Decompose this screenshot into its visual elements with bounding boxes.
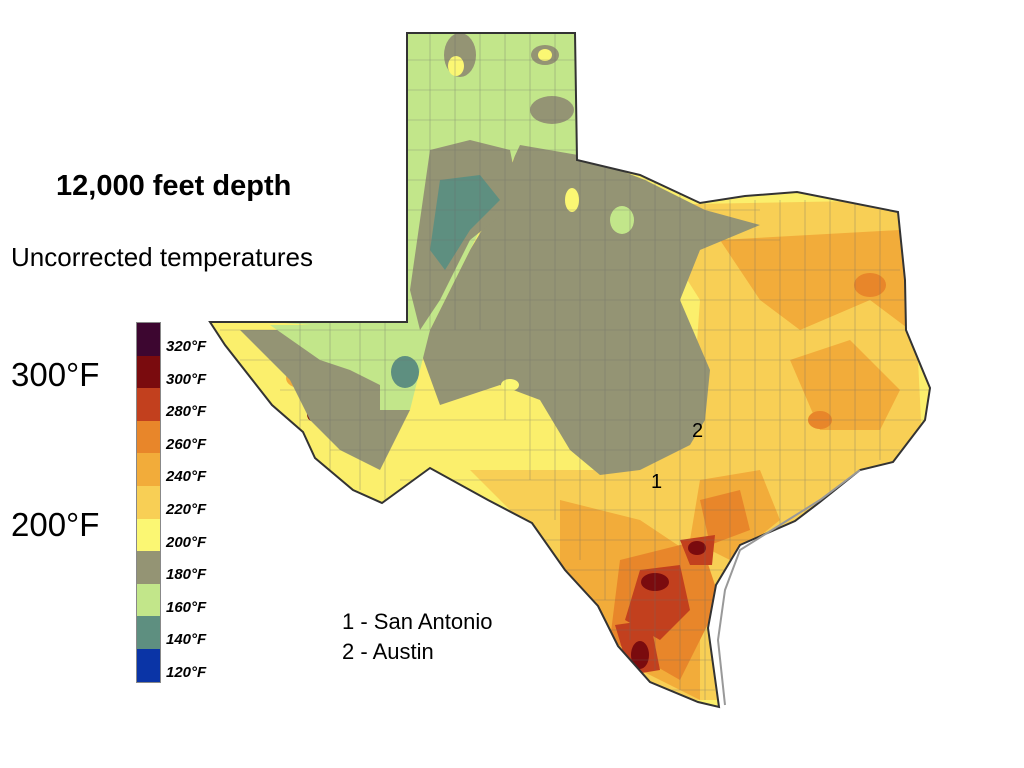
city-key: 1 - San Antonio 2 - Austin bbox=[342, 607, 492, 667]
coastline bbox=[716, 469, 861, 706]
legend-label: 200°F bbox=[166, 533, 207, 551]
legend-swatch bbox=[137, 323, 160, 356]
marker-austin: 2 bbox=[692, 420, 704, 442]
page-title: 12,000 feet depth bbox=[56, 170, 292, 202]
legend-label: 220°F bbox=[166, 501, 207, 518]
legend-swatch bbox=[137, 485, 160, 519]
legend-swatch bbox=[137, 453, 160, 486]
legend-swatch bbox=[137, 518, 160, 552]
label-300f: 300°F bbox=[11, 356, 100, 393]
color-legend bbox=[136, 322, 161, 683]
legend-label: 260°F bbox=[166, 435, 207, 453]
legend-swatch bbox=[137, 420, 160, 454]
legend-swatch bbox=[137, 388, 160, 421]
legend-swatch bbox=[137, 616, 160, 649]
city-key-san-antonio: 1 - San Antonio bbox=[342, 609, 493, 634]
legend-swatch bbox=[137, 648, 160, 682]
legend-label: 160°F bbox=[166, 598, 207, 616]
legend-label: 120°F bbox=[166, 664, 207, 681]
legend-label: 320°F bbox=[166, 338, 207, 355]
legend-label: 300°F bbox=[166, 370, 207, 388]
city-key-austin: 2 - Austin bbox=[342, 639, 434, 664]
label-200f: 200°F bbox=[11, 506, 100, 543]
legend-swatch bbox=[137, 583, 160, 617]
legend-label: 180°F bbox=[166, 566, 207, 584]
county-grid bbox=[220, 33, 930, 700]
legend-label: 140°F bbox=[166, 631, 207, 649]
legend-swatch bbox=[137, 355, 160, 389]
legend-label: 280°F bbox=[166, 403, 207, 421]
legend-swatch bbox=[137, 551, 160, 584]
legend-label: 240°F bbox=[166, 468, 207, 486]
temperature-zones bbox=[210, 33, 930, 707]
page-subtitle: Uncorrected temperatures bbox=[11, 242, 314, 272]
marker-san-antonio: 1 bbox=[651, 471, 663, 493]
